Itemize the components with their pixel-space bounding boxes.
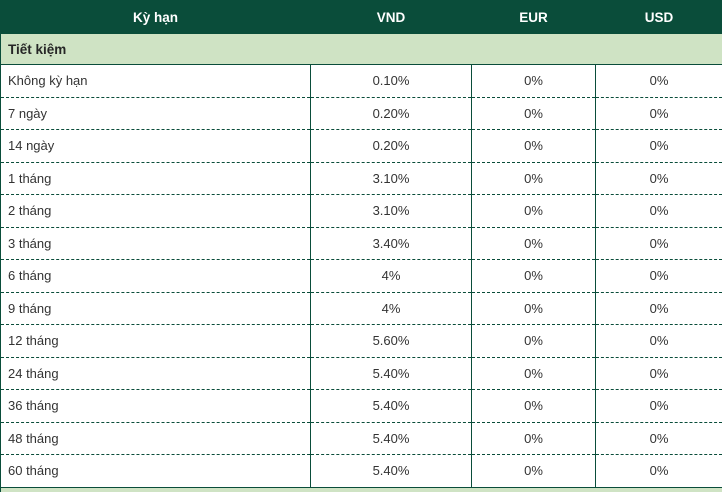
vnd-rate-cell: 0.20%	[310, 129, 472, 163]
next-section-strip	[0, 486, 722, 492]
table-row: 3 tháng 3.40% 0% 0%	[0, 227, 722, 260]
eur-rate-cell: 0%	[471, 97, 596, 130]
eur-rate-cell: 0%	[471, 389, 596, 423]
table-row: 9 tháng 4% 0% 0%	[0, 292, 722, 325]
vnd-rate-cell: 3.10%	[310, 194, 472, 228]
term-cell: 14 ngày	[0, 129, 311, 163]
eur-rate-cell: 0%	[471, 454, 596, 487]
rates-body: Tiết kiệm Không kỳ hạn 0.10% 0% 0% 7 ngà…	[0, 33, 722, 487]
usd-rate-cell: 0%	[595, 64, 722, 98]
usd-rate-cell: 0%	[595, 357, 722, 390]
vnd-rate-cell: 0.20%	[310, 97, 472, 130]
term-cell: 36 tháng	[0, 389, 311, 423]
column-header-eur: EUR	[471, 0, 596, 34]
usd-rate-cell: 0%	[595, 292, 722, 325]
table-row: 60 tháng 5.40% 0% 0%	[0, 454, 722, 487]
table-row: 48 tháng 5.40% 0% 0%	[0, 422, 722, 455]
table-row: 36 tháng 5.40% 0% 0%	[0, 389, 722, 423]
table-row: 7 ngày 0.20% 0% 0%	[0, 97, 722, 130]
table-row: 2 tháng 3.10% 0% 0%	[0, 194, 722, 228]
column-header-vnd: VND	[310, 0, 472, 34]
term-cell: 2 tháng	[0, 194, 311, 228]
vnd-rate-cell: 5.60%	[310, 324, 472, 358]
usd-rate-cell: 0%	[595, 162, 722, 195]
usd-rate-cell: 0%	[595, 97, 722, 130]
table-row: 1 tháng 3.10% 0% 0%	[0, 162, 722, 195]
term-cell: 3 tháng	[0, 227, 311, 260]
table-row: 24 tháng 5.40% 0% 0%	[0, 357, 722, 390]
header-row: Kỳ hạn VND EUR USD	[0, 0, 722, 34]
eur-rate-cell: 0%	[471, 357, 596, 390]
term-cell: 1 tháng	[0, 162, 311, 195]
vnd-rate-cell: 3.40%	[310, 227, 472, 260]
section-label: Tiết kiệm	[0, 33, 722, 65]
usd-rate-cell: 0%	[595, 227, 722, 260]
vnd-rate-cell: 5.40%	[310, 389, 472, 423]
term-cell: 6 tháng	[0, 259, 311, 293]
vnd-rate-cell: 5.40%	[310, 422, 472, 455]
eur-rate-cell: 0%	[471, 422, 596, 455]
usd-rate-cell: 0%	[595, 194, 722, 228]
column-header-term: Kỳ hạn	[0, 0, 311, 34]
eur-rate-cell: 0%	[471, 129, 596, 163]
term-cell: 24 tháng	[0, 357, 311, 390]
usd-rate-cell: 0%	[595, 324, 722, 358]
eur-rate-cell: 0%	[471, 194, 596, 228]
term-cell: 60 tháng	[0, 454, 311, 487]
eur-rate-cell: 0%	[471, 64, 596, 98]
usd-rate-cell: 0%	[595, 389, 722, 423]
column-header-usd: USD	[595, 0, 722, 34]
eur-rate-cell: 0%	[471, 292, 596, 325]
term-cell: 12 tháng	[0, 324, 311, 358]
usd-rate-cell: 0%	[595, 129, 722, 163]
eur-rate-cell: 0%	[471, 259, 596, 293]
term-cell: 7 ngày	[0, 97, 311, 130]
eur-rate-cell: 0%	[471, 324, 596, 358]
term-cell: 9 tháng	[0, 292, 311, 325]
vnd-rate-cell: 4%	[310, 259, 472, 293]
vnd-rate-cell: 3.10%	[310, 162, 472, 195]
table-footer	[0, 486, 722, 492]
vnd-rate-cell: 4%	[310, 292, 472, 325]
eur-rate-cell: 0%	[471, 227, 596, 260]
table-row: 6 tháng 4% 0% 0%	[0, 259, 722, 293]
usd-rate-cell: 0%	[595, 422, 722, 455]
term-cell: Không kỳ hạn	[0, 64, 311, 98]
section-row-savings: Tiết kiệm	[0, 33, 722, 65]
table-row: 14 ngày 0.20% 0% 0%	[0, 129, 722, 163]
table-row: 12 tháng 5.60% 0% 0%	[0, 324, 722, 358]
eur-rate-cell: 0%	[471, 162, 596, 195]
vnd-rate-cell: 5.40%	[310, 357, 472, 390]
term-cell: 48 tháng	[0, 422, 311, 455]
vnd-rate-cell: 0.10%	[310, 64, 472, 98]
table-header: Kỳ hạn VND EUR USD	[0, 0, 722, 34]
table-row: Không kỳ hạn 0.10% 0% 0%	[0, 64, 722, 98]
usd-rate-cell: 0%	[595, 259, 722, 293]
vnd-rate-cell: 5.40%	[310, 454, 472, 487]
usd-rate-cell: 0%	[595, 454, 722, 487]
